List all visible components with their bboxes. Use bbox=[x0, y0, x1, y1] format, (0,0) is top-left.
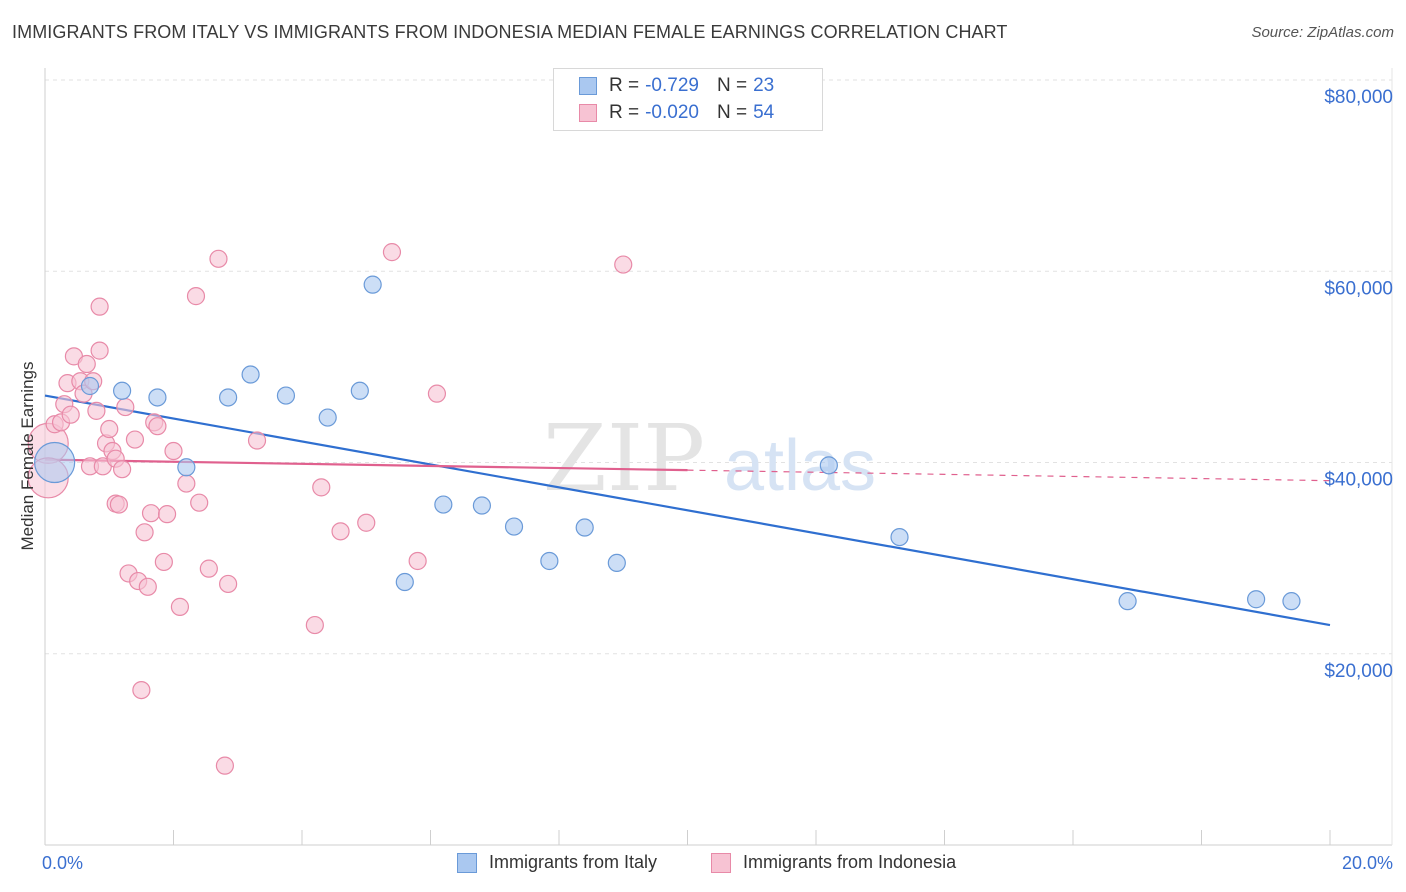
point-indonesia bbox=[109, 495, 128, 514]
point-indonesia bbox=[157, 505, 177, 524]
point-indonesia bbox=[614, 255, 633, 274]
point-indonesia bbox=[247, 431, 267, 450]
axes bbox=[44, 68, 1393, 846]
point-indonesia bbox=[427, 384, 447, 403]
point-indonesia bbox=[125, 430, 145, 449]
point-indonesia bbox=[90, 341, 109, 360]
point-italy bbox=[472, 496, 491, 515]
trend-line-indonesia bbox=[44, 458, 688, 472]
r-value-italy: -0.729 bbox=[645, 75, 699, 96]
point-indonesia bbox=[61, 405, 80, 424]
series-italy-points bbox=[34, 275, 1301, 611]
point-italy bbox=[177, 458, 196, 477]
n-value-italy: 23 bbox=[753, 75, 775, 96]
series-indonesia-points bbox=[27, 243, 633, 775]
indonesia-legend-swatch bbox=[711, 852, 731, 873]
point-indonesia bbox=[77, 354, 96, 374]
point-indonesia bbox=[90, 297, 109, 316]
point-italy bbox=[434, 495, 453, 514]
point-indonesia bbox=[141, 504, 161, 523]
point-italy bbox=[80, 376, 100, 396]
point-indonesia bbox=[132, 680, 151, 700]
legend-row-indonesia: R = -0.020 N = 54 bbox=[579, 100, 774, 126]
correlation-legend: R = -0.729 N = 23 R = -0.020 N = 54 bbox=[553, 68, 823, 131]
source-label: Source: ZipAtlas.com bbox=[1251, 24, 1394, 41]
watermark-zip: ZIP bbox=[543, 405, 705, 512]
point-indonesia bbox=[215, 756, 234, 775]
point-indonesia bbox=[116, 397, 135, 417]
n-label: N = bbox=[716, 102, 748, 123]
y-tick-label: $80,000 bbox=[1324, 87, 1393, 108]
n-value-indonesia: 54 bbox=[753, 102, 775, 123]
y-tick-label: $20,000 bbox=[1324, 661, 1393, 682]
italy-legend-swatch bbox=[457, 852, 477, 873]
point-indonesia bbox=[190, 493, 209, 512]
legend-row-italy: R = -0.729 N = 23 bbox=[579, 73, 774, 99]
point-italy bbox=[148, 388, 167, 407]
legend-item-indonesia: Immigrants from Indonesia bbox=[711, 852, 956, 873]
point-italy bbox=[890, 527, 909, 547]
point-italy bbox=[276, 386, 296, 405]
point-indonesia bbox=[219, 574, 238, 594]
point-italy bbox=[363, 275, 382, 294]
point-italy bbox=[112, 381, 132, 400]
point-italy bbox=[1247, 590, 1266, 609]
point-italy bbox=[350, 381, 369, 400]
point-italy bbox=[607, 553, 626, 573]
point-indonesia bbox=[209, 249, 228, 268]
point-indonesia bbox=[331, 522, 350, 541]
y-tick-label: $60,000 bbox=[1324, 278, 1393, 299]
legend-item-italy: Immigrants from Italy bbox=[457, 852, 657, 873]
italy-legend-label: Immigrants from Italy bbox=[489, 852, 658, 872]
point-indonesia bbox=[382, 243, 402, 262]
indonesia-legend-label: Immigrants from Indonesia bbox=[743, 852, 957, 872]
tick-labels: $20,000 $40,000 $60,000 $80,000 0.0% 20.0% bbox=[42, 87, 1393, 873]
point-indonesia bbox=[138, 577, 157, 596]
point-indonesia bbox=[135, 523, 154, 542]
point-indonesia bbox=[305, 615, 324, 635]
point-italy bbox=[241, 365, 260, 384]
x-tick-label: 20.0% bbox=[1342, 853, 1393, 873]
point-italy bbox=[819, 456, 838, 475]
watermark-atlas: atlas bbox=[724, 426, 876, 506]
chart-title: IMMIGRANTS FROM ITALY VS IMMIGRANTS FROM… bbox=[12, 22, 1008, 42]
r-label: R = bbox=[609, 102, 640, 123]
point-indonesia bbox=[112, 460, 132, 479]
point-indonesia bbox=[100, 419, 119, 439]
point-indonesia bbox=[148, 417, 167, 436]
point-indonesia bbox=[199, 559, 218, 578]
indonesia-swatch bbox=[579, 104, 597, 122]
point-indonesia bbox=[87, 401, 106, 420]
r-label: R = bbox=[609, 75, 640, 96]
r-value-indonesia: -0.020 bbox=[645, 102, 699, 123]
watermark: ZIP atlas bbox=[543, 405, 876, 512]
series-legend: Immigrants from Italy Immigrants from In… bbox=[0, 852, 1406, 876]
point-indonesia bbox=[164, 441, 183, 461]
point-italy bbox=[575, 518, 594, 537]
x-tick-label: 0.0% bbox=[42, 853, 83, 873]
point-italy bbox=[318, 408, 337, 427]
point-indonesia bbox=[357, 513, 376, 532]
point-italy bbox=[1282, 592, 1301, 611]
point-indonesia bbox=[408, 551, 427, 571]
point-italy bbox=[219, 388, 238, 407]
n-label: N = bbox=[716, 75, 748, 96]
y-tick-label: $40,000 bbox=[1324, 470, 1393, 491]
point-indonesia bbox=[170, 597, 190, 616]
italy-swatch bbox=[579, 77, 597, 95]
point-indonesia bbox=[186, 287, 206, 306]
point-indonesia bbox=[312, 478, 331, 497]
point-italy bbox=[1118, 592, 1137, 611]
y-axis-label: Median Female Earnings bbox=[18, 361, 37, 551]
point-italy bbox=[395, 572, 414, 592]
point-italy bbox=[504, 517, 524, 536]
point-indonesia bbox=[154, 552, 173, 572]
point-italy bbox=[540, 551, 559, 571]
point-italy bbox=[34, 441, 76, 484]
point-indonesia bbox=[177, 474, 196, 493]
